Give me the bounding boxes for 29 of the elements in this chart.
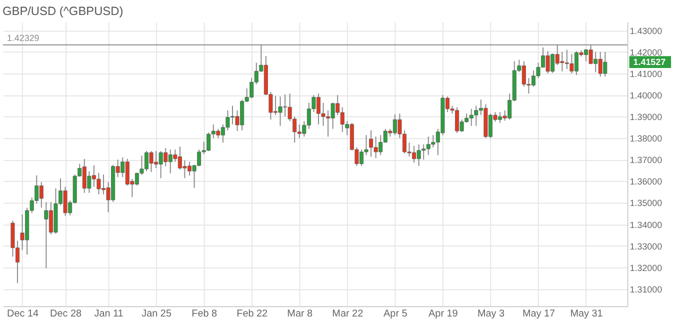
- y-tick-label: 1.39000: [630, 112, 662, 122]
- y-tick-label: 1.38000: [630, 134, 662, 144]
- x-tick-label: Dec 14: [7, 308, 39, 320]
- y-tick-label: 1.43000: [630, 26, 662, 36]
- x-tick-label: Apr 5: [384, 308, 408, 320]
- x-tick-label: Dec 28: [50, 308, 82, 320]
- x-tick-label: May 31: [570, 308, 604, 320]
- y-tick-label: 1.32000: [630, 262, 662, 273]
- x-tick-label: Apr 19: [428, 308, 458, 320]
- x-tick-label: Mar 22: [332, 308, 364, 320]
- x-tick-label: Feb 22: [236, 308, 268, 320]
- y-tick-label: 1.35000: [630, 198, 662, 208]
- y-tick-label: 1.42000: [630, 47, 662, 58]
- text: 1.41527: [633, 57, 666, 68]
- y-tick-label: 1.36000: [630, 176, 662, 187]
- x-tick-label: May 3: [477, 308, 505, 320]
- y-tick-label: 1.34000: [630, 220, 662, 230]
- ref-line-label: 1.42329: [6, 32, 40, 43]
- y-tick-label: 1.33000: [630, 241, 662, 252]
- x-tick-label: Mar 8: [287, 308, 314, 320]
- y-tick-label: 1.31000: [630, 284, 662, 294]
- x-tick-label: Jan 11: [94, 308, 124, 320]
- y-tick-label: 1.37000: [630, 155, 662, 166]
- y-tick-label: 1.40000: [630, 90, 662, 101]
- y-tick-label: 1.41000: [630, 68, 662, 79]
- chart-title: GBP/USD (^GBPUSD): [2, 4, 124, 18]
- x-tick-label: Jan 25: [142, 308, 172, 320]
- x-tick-label: May 17: [522, 308, 556, 320]
- x-tick-label: Feb 8: [192, 308, 218, 320]
